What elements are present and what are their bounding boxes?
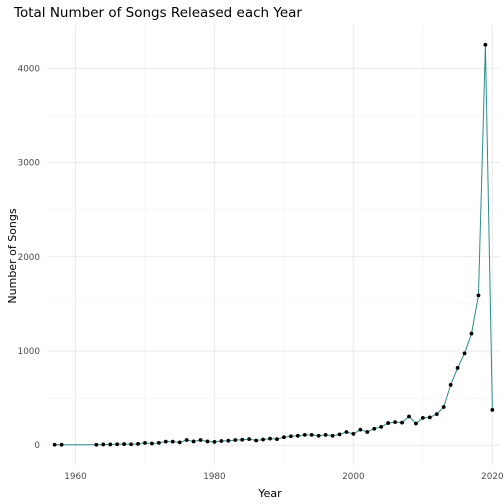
data-point	[52, 442, 57, 447]
series-line	[54, 44, 493, 446]
data-point	[330, 433, 335, 438]
data-point	[323, 432, 328, 437]
data-point	[198, 438, 203, 442]
data-point	[309, 432, 314, 437]
data-point	[122, 442, 127, 446]
data-point	[448, 383, 453, 387]
data-point	[184, 438, 189, 442]
data-point	[212, 440, 217, 444]
y-tick-label: 2000	[18, 253, 41, 263]
data-point	[386, 421, 391, 425]
data-point	[247, 437, 252, 441]
x-tick-label: 1960	[64, 472, 87, 482]
data-point	[108, 442, 113, 447]
data-point	[316, 433, 321, 438]
y-axis-title: Number of Songs	[6, 208, 19, 303]
series-layer	[52, 42, 495, 447]
y-tick-label: 4000	[18, 64, 41, 74]
data-point	[393, 420, 397, 425]
data-point	[275, 437, 279, 441]
data-point	[115, 442, 120, 447]
data-point	[261, 437, 265, 442]
data-point	[94, 442, 99, 447]
data-point	[351, 432, 356, 436]
data-point	[337, 432, 342, 437]
data-point	[163, 439, 168, 444]
data-point	[302, 432, 307, 437]
data-point	[254, 438, 259, 443]
y-tick-label: 1000	[18, 347, 41, 357]
data-point	[476, 293, 481, 298]
data-point	[143, 440, 147, 445]
data-point	[441, 405, 446, 409]
data-point	[490, 407, 495, 412]
data-point	[136, 441, 140, 446]
data-point	[427, 415, 432, 420]
grid-lines	[47, 25, 500, 465]
data-point	[59, 442, 64, 447]
data-point	[129, 442, 133, 447]
x-tick-label: 1980	[203, 472, 226, 482]
data-point	[372, 426, 377, 431]
data-point	[344, 430, 349, 434]
x-axis-tick-labels: 1960 1980 2000 2020	[64, 472, 504, 482]
data-point	[170, 439, 175, 444]
data-point	[455, 366, 460, 370]
data-point	[434, 412, 439, 417]
chart-title: Total Number of Songs Released each Year	[13, 5, 302, 21]
data-point	[469, 331, 474, 336]
data-point	[400, 420, 404, 425]
data-point	[191, 439, 196, 444]
data-point	[150, 441, 154, 446]
data-point	[226, 438, 231, 443]
data-point	[101, 442, 106, 447]
x-tick-label: 2020	[481, 472, 504, 482]
data-point	[295, 433, 300, 438]
x-axis-title: Year	[257, 487, 282, 500]
data-point	[379, 424, 384, 429]
data-point	[407, 414, 411, 419]
data-point	[358, 427, 363, 432]
y-tick-label: 0	[34, 441, 40, 451]
y-tick-label: 3000	[18, 159, 41, 169]
data-point	[414, 421, 418, 426]
data-point	[233, 438, 238, 442]
data-point	[205, 439, 210, 444]
data-point	[288, 434, 293, 439]
data-point	[483, 42, 488, 47]
data-point	[365, 430, 370, 434]
data-point	[156, 440, 161, 445]
data-point	[268, 436, 272, 441]
data-point	[219, 439, 224, 443]
data-point	[282, 435, 286, 440]
y-axis-tick-labels: 0 1000 2000 3000 4000	[18, 64, 41, 451]
data-point	[420, 415, 425, 420]
x-tick-label: 2000	[342, 472, 365, 482]
data-point	[240, 437, 245, 442]
data-point	[462, 351, 467, 356]
data-point	[177, 440, 182, 445]
